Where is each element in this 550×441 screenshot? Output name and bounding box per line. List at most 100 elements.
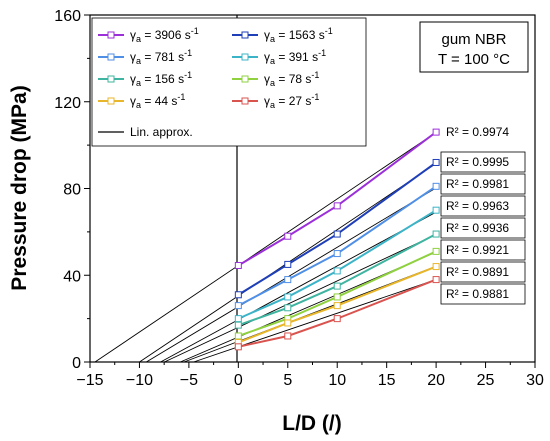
legend-swatch-marker: [241, 53, 249, 61]
legend-approx-label: Lin. approx.: [130, 125, 193, 139]
legend-label-part: s: [178, 50, 184, 64]
y-tick-label: 160: [54, 8, 81, 25]
legend-label-part: 27: [289, 94, 303, 108]
legend-swatch-marker: [107, 75, 115, 83]
legend-label-part: a: [136, 78, 141, 88]
data-point: [234, 321, 242, 329]
legend-label-part: γ: [264, 28, 270, 42]
legend-label-part: γ: [264, 50, 270, 64]
legend-label-part: a: [270, 34, 275, 44]
legend-swatch-marker: [241, 75, 249, 83]
legend-label-part: -1: [191, 26, 199, 36]
fit-line: [146, 187, 437, 363]
r2-box: [440, 151, 526, 173]
series-line: [238, 233, 437, 327]
legend-label-part: s: [178, 72, 184, 86]
legend-label-part: γ: [130, 28, 136, 42]
data-point: [234, 315, 242, 323]
r2-box: [440, 239, 526, 261]
data-point: [432, 263, 440, 271]
data-point: [234, 343, 242, 351]
x-tick-label: 0: [234, 372, 243, 389]
legend-swatch-marker: [107, 31, 115, 39]
legend-label-part: s: [312, 50, 318, 64]
legend-label-part: γ: [130, 94, 136, 108]
x-axis-title: L/D (/): [282, 412, 341, 435]
legend-label: γa = 44 s-1: [130, 92, 185, 110]
series-line: [238, 250, 437, 337]
legend-label: γa = 27 s-1: [264, 92, 319, 110]
legend-label-part: s: [305, 72, 311, 86]
data-point: [432, 247, 440, 255]
data-point: [432, 182, 440, 190]
fit-line: [160, 211, 437, 363]
r2-box: [440, 217, 526, 239]
data-point: [333, 315, 341, 323]
data-point: [234, 291, 242, 299]
fit-line: [164, 234, 437, 363]
series-line: [237, 131, 437, 267]
legend-label-part: -1: [325, 26, 333, 36]
legend-label-part: =: [275, 28, 289, 42]
legend-label: γa = 78 s-1: [264, 70, 319, 88]
legend-label-part: γ: [264, 94, 270, 108]
legend-label-part: s: [305, 94, 311, 108]
data-point: [432, 128, 440, 136]
data-point: [284, 232, 292, 240]
legend-label-part: -1: [177, 92, 185, 102]
legend-label-part: 1563: [289, 28, 316, 42]
x-tick-label: −10: [126, 372, 153, 389]
y-tick-label: 40: [63, 268, 81, 285]
series-line: [237, 185, 437, 307]
legend-swatch-marker: [107, 97, 115, 105]
r2-box: [440, 261, 526, 283]
x-tick-label: 20: [427, 372, 445, 389]
data-point: [284, 319, 292, 327]
legend-label: γa = 3906 s-1: [130, 26, 199, 44]
r2-label: R² = 0.9921: [446, 243, 509, 257]
legend-label-part: s: [171, 94, 177, 108]
data-point: [284, 332, 292, 340]
data-point: [234, 302, 242, 310]
legend-label-part: -1: [184, 48, 192, 58]
legend-label-part: a: [270, 78, 275, 88]
series-line: [237, 209, 437, 320]
data-point: [333, 282, 341, 290]
legend-label-part: 3906: [155, 28, 182, 42]
r2-label: R² = 0.9981: [446, 177, 509, 191]
legend-label-part: a: [270, 56, 275, 66]
legend-label-part: γ: [130, 72, 136, 86]
fit-line: [193, 279, 437, 363]
legend-label-part: -1: [311, 70, 319, 80]
data-point: [284, 304, 292, 312]
r2-box: [440, 195, 526, 217]
x-tick-label: −15: [76, 372, 103, 389]
data-point: [333, 202, 341, 210]
annotation-box: gum NBR T = 100 °C: [419, 21, 529, 73]
x-tick-label: −5: [180, 372, 198, 389]
y-axis-title: Pressure drop (MPa): [8, 85, 31, 290]
series-line: [238, 278, 437, 348]
legend-label-part: -1: [184, 70, 192, 80]
legend-label-part: a: [270, 100, 275, 110]
r2-box: [440, 283, 526, 305]
legend-label-part: =: [275, 72, 289, 86]
y-tick-label: 0: [72, 355, 81, 372]
x-tick-label: 15: [378, 372, 396, 389]
r2-label: R² = 0.9995: [446, 155, 509, 169]
legend-label-part: -1: [318, 48, 326, 58]
legend-label-part: a: [136, 56, 141, 66]
legend-label-part: γ: [130, 50, 136, 64]
legend-label: γa = 391 s-1: [264, 48, 326, 66]
annotation-line-1: gum NBR: [441, 31, 506, 48]
legend-label-part: =: [141, 94, 155, 108]
legend-label-part: =: [275, 50, 289, 64]
y-tick-label: 120: [54, 95, 81, 112]
legend-label-part: =: [141, 50, 155, 64]
x-tick-label: 5: [283, 372, 292, 389]
legend-label-part: 44: [155, 94, 169, 108]
legend-label-part: -1: [311, 92, 319, 102]
legend-label-part: =: [141, 72, 155, 86]
series-lines: [234, 128, 440, 351]
